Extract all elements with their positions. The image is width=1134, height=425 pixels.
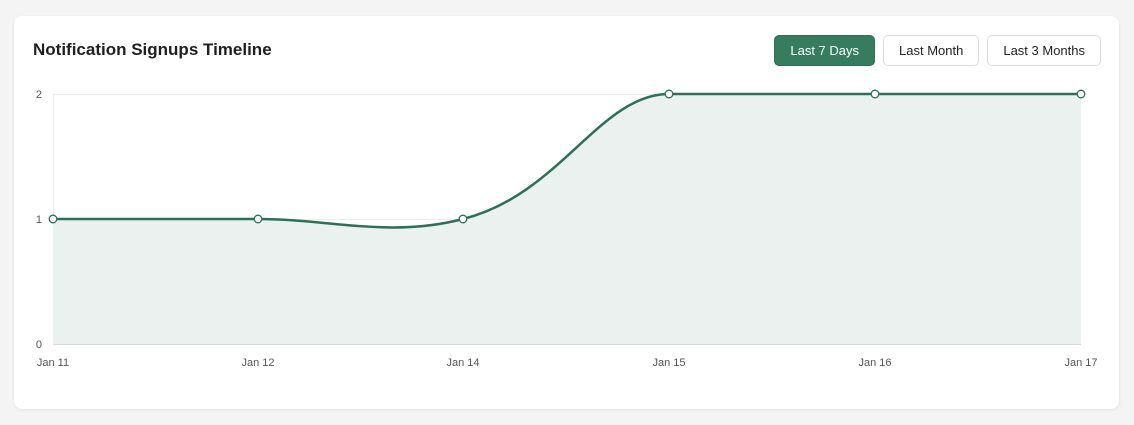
point-jan-15[interactable] xyxy=(664,89,674,99)
x-tick-jan-16: Jan 16 xyxy=(858,357,891,369)
area-fill xyxy=(53,94,1081,344)
point-jan-14[interactable] xyxy=(458,214,468,224)
last-month-button[interactable]: Last Month xyxy=(883,35,980,66)
data-points xyxy=(48,89,1086,224)
y-tick-0: 0 xyxy=(36,339,42,351)
range-selector: Last 7 Days Last Month Last 3 Months xyxy=(774,35,1101,66)
point-jan-17[interactable] xyxy=(1076,89,1086,99)
card-title: Notification Signups Timeline xyxy=(33,40,272,59)
last-7-days-button[interactable]: Last 7 Days xyxy=(774,35,876,66)
x-tick-jan-15: Jan 15 xyxy=(652,357,685,369)
point-jan-12[interactable] xyxy=(253,214,263,224)
y-tick-1: 1 xyxy=(36,214,42,226)
x-tick-jan-17: Jan 17 xyxy=(1064,357,1097,369)
x-tick-jan-14: Jan 14 xyxy=(446,357,479,369)
x-tick-jan-12: Jan 12 xyxy=(241,357,274,369)
point-jan-11[interactable] xyxy=(48,214,58,224)
point-jan-16[interactable] xyxy=(870,89,880,99)
y-tick-2: 2 xyxy=(36,89,42,101)
x-tick-jan-11: Jan 11 xyxy=(37,357,69,369)
last-3-months-button[interactable]: Last 3 Months xyxy=(987,35,1101,66)
